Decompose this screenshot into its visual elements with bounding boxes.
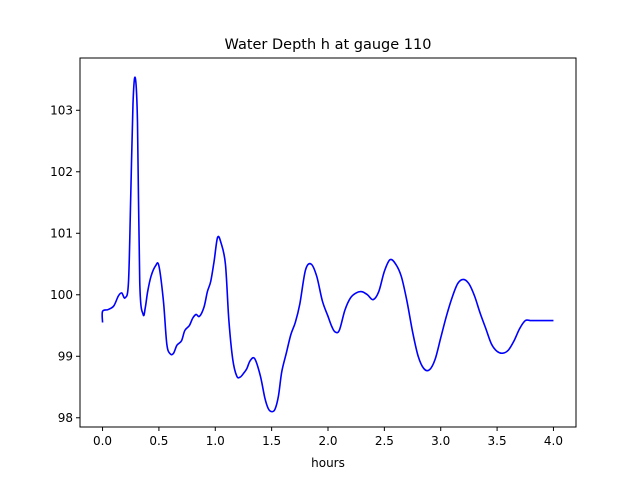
x-tick-label: 0.0 bbox=[93, 434, 112, 448]
y-tick-label: 103 bbox=[50, 103, 73, 117]
x-tick-label: 1.5 bbox=[262, 434, 281, 448]
y-tick-label: 100 bbox=[50, 288, 73, 302]
x-tick-label: 4.0 bbox=[544, 434, 563, 448]
x-axis: 0.0 0.5 1.0 1.5 2.0 2.5 3.0 3.5 4.0 bbox=[93, 427, 563, 448]
y-tick-label: 101 bbox=[50, 226, 73, 240]
x-tick-label: 2.5 bbox=[375, 434, 394, 448]
chart-title: Water Depth h at gauge 110 bbox=[225, 37, 432, 53]
y-tick-label: 102 bbox=[50, 165, 73, 179]
x-tick-label: 3.5 bbox=[488, 434, 507, 448]
y-axis: 98 99 100 101 102 103 bbox=[50, 103, 80, 425]
series-line-0 bbox=[101, 76, 554, 413]
x-tick-label: 2.0 bbox=[318, 434, 337, 448]
plot-area bbox=[101, 76, 554, 413]
x-tick-label: 1.0 bbox=[206, 434, 225, 448]
x-tick-label: 0.5 bbox=[149, 434, 168, 448]
x-axis-label: hours bbox=[311, 456, 345, 470]
x-tick-label: 3.0 bbox=[431, 434, 450, 448]
y-tick-label: 99 bbox=[58, 349, 73, 363]
y-tick-label: 98 bbox=[58, 411, 73, 425]
